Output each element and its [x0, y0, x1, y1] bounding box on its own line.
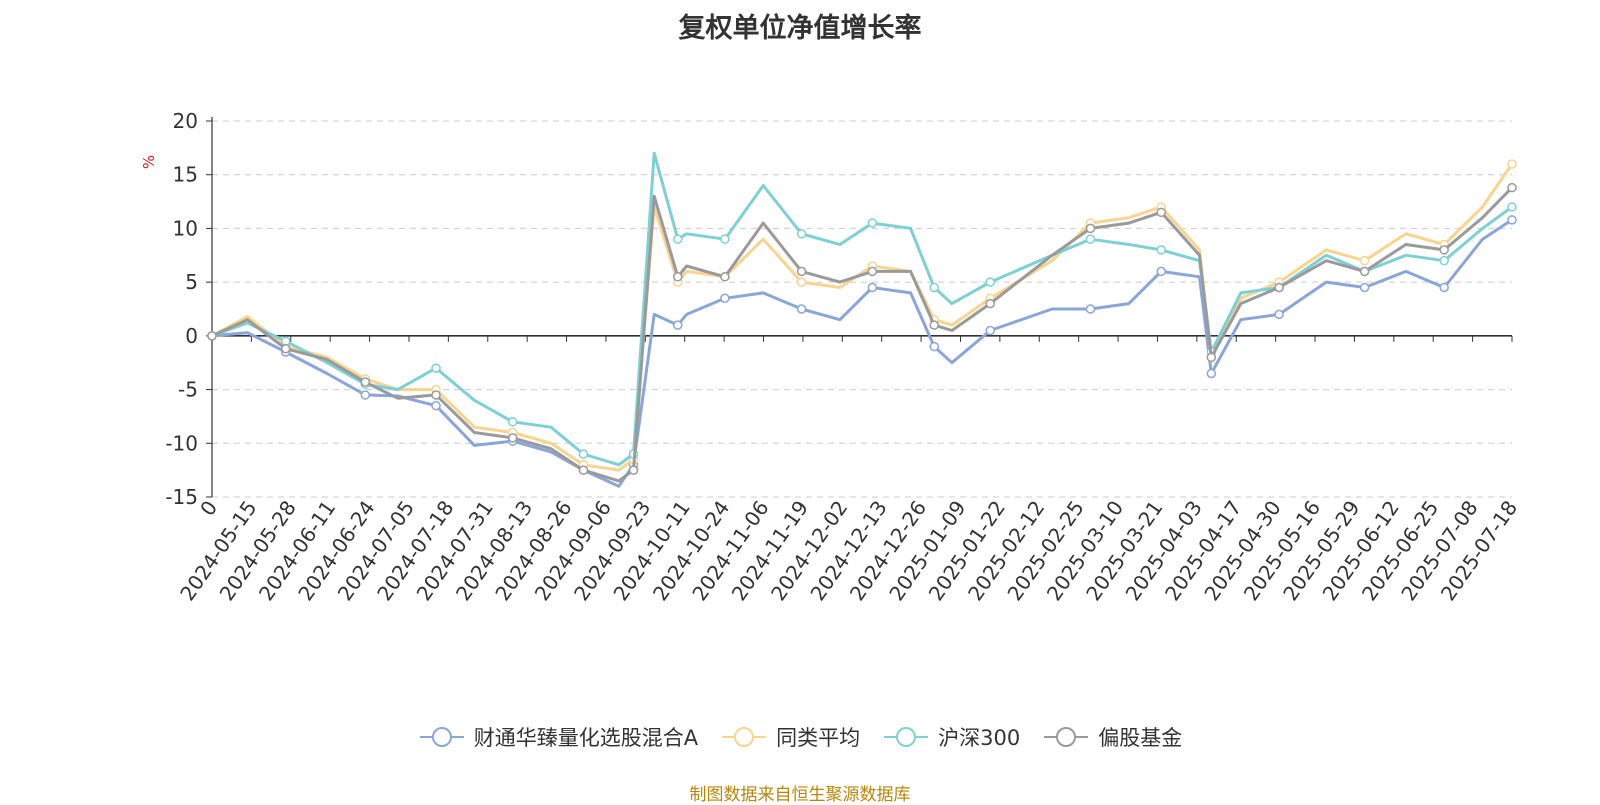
series-point — [673, 272, 683, 282]
series-point — [578, 465, 589, 475]
axis-layer: 20151050-5-10-1502024-05-152024-05-28202… — [165, 109, 1522, 605]
series-point — [507, 417, 518, 427]
y-tick-label: 0 — [185, 324, 198, 348]
series-point — [1507, 215, 1517, 225]
y-tick-label: -15 — [165, 485, 198, 509]
legend-item[interactable]: 偏股基金 — [1042, 722, 1182, 752]
series-line — [211, 163, 1514, 472]
series-point — [796, 304, 807, 314]
series-point — [1359, 255, 1370, 266]
y-tick-label: 20 — [173, 109, 198, 133]
series-point — [929, 341, 939, 352]
series-point — [431, 390, 441, 400]
series-point — [628, 465, 639, 475]
legend-label: 沪深300 — [938, 726, 1021, 750]
series-point — [796, 229, 807, 239]
series-point — [360, 377, 371, 387]
series-point — [673, 234, 683, 244]
series-point — [720, 272, 730, 282]
legend-label: 同类平均 — [776, 726, 861, 750]
series-point — [1156, 207, 1166, 218]
legend-swatch — [1044, 727, 1089, 747]
series-point — [1274, 282, 1284, 293]
series-point — [1439, 255, 1449, 266]
series-point — [431, 400, 441, 411]
chart-legend: 财通华臻量化选股混合A 同类平均 沪深300 偏股基金 — [0, 722, 1600, 752]
y-tick-label: -5 — [178, 378, 198, 402]
series-point — [578, 449, 589, 459]
series-point — [1359, 266, 1370, 277]
series-point — [1507, 159, 1517, 169]
series-point — [280, 343, 291, 354]
series-point — [867, 218, 878, 228]
series-line — [211, 186, 1514, 483]
series-point — [867, 266, 878, 277]
series-point — [1274, 309, 1284, 320]
series-line — [211, 218, 1513, 488]
legend-item[interactable]: 财通华臻量化选股混合A — [418, 722, 698, 752]
legend-item[interactable]: 沪深300 — [882, 722, 1020, 752]
y-tick-label: -10 — [165, 431, 198, 455]
series-point — [1507, 182, 1517, 193]
x-tick-label: 0 — [195, 496, 222, 520]
series-point — [720, 234, 730, 244]
y-axis-unit-label: % — [140, 155, 158, 169]
legend-label: 偏股基金 — [1098, 726, 1183, 750]
chart-title: 复权单位净值增长率 — [678, 13, 922, 44]
series-point — [360, 390, 371, 400]
series-line — [211, 151, 1513, 467]
series-point — [1085, 223, 1096, 234]
series-point — [1439, 282, 1449, 293]
series-point — [207, 331, 217, 341]
series-point — [985, 325, 995, 336]
series-point — [431, 363, 441, 373]
series-point — [1085, 304, 1096, 314]
series-point — [673, 320, 683, 330]
series-point — [720, 293, 730, 304]
legend-swatch — [419, 727, 464, 747]
legend-item[interactable]: 同类平均 — [720, 722, 860, 752]
series-point — [1085, 234, 1096, 244]
series-point — [867, 282, 878, 293]
legend-label: 财通华臻量化选股混合A — [473, 726, 699, 750]
series-point — [1156, 245, 1166, 255]
series-point — [929, 320, 939, 330]
y-tick-label: 10 — [173, 216, 198, 240]
y-tick-label: 15 — [173, 163, 198, 187]
series-layer — [207, 151, 1517, 488]
series-point — [1206, 352, 1217, 363]
series-point — [1439, 245, 1449, 255]
source-note: 制图数据来自恒生聚源数据库 — [689, 785, 911, 805]
legend-swatch — [722, 727, 767, 747]
series-point — [796, 277, 807, 287]
y-tick-label: 5 — [185, 270, 198, 294]
series-point — [929, 282, 939, 293]
series-point — [507, 433, 518, 443]
series-point — [985, 298, 995, 309]
series-point — [1156, 266, 1166, 277]
grid-layer — [212, 120, 1512, 498]
series-point — [1359, 282, 1370, 293]
series-point — [985, 277, 995, 287]
legend-swatch — [884, 727, 929, 747]
series-point — [1206, 368, 1217, 379]
series-point — [1507, 202, 1517, 212]
series-point — [796, 266, 807, 277]
